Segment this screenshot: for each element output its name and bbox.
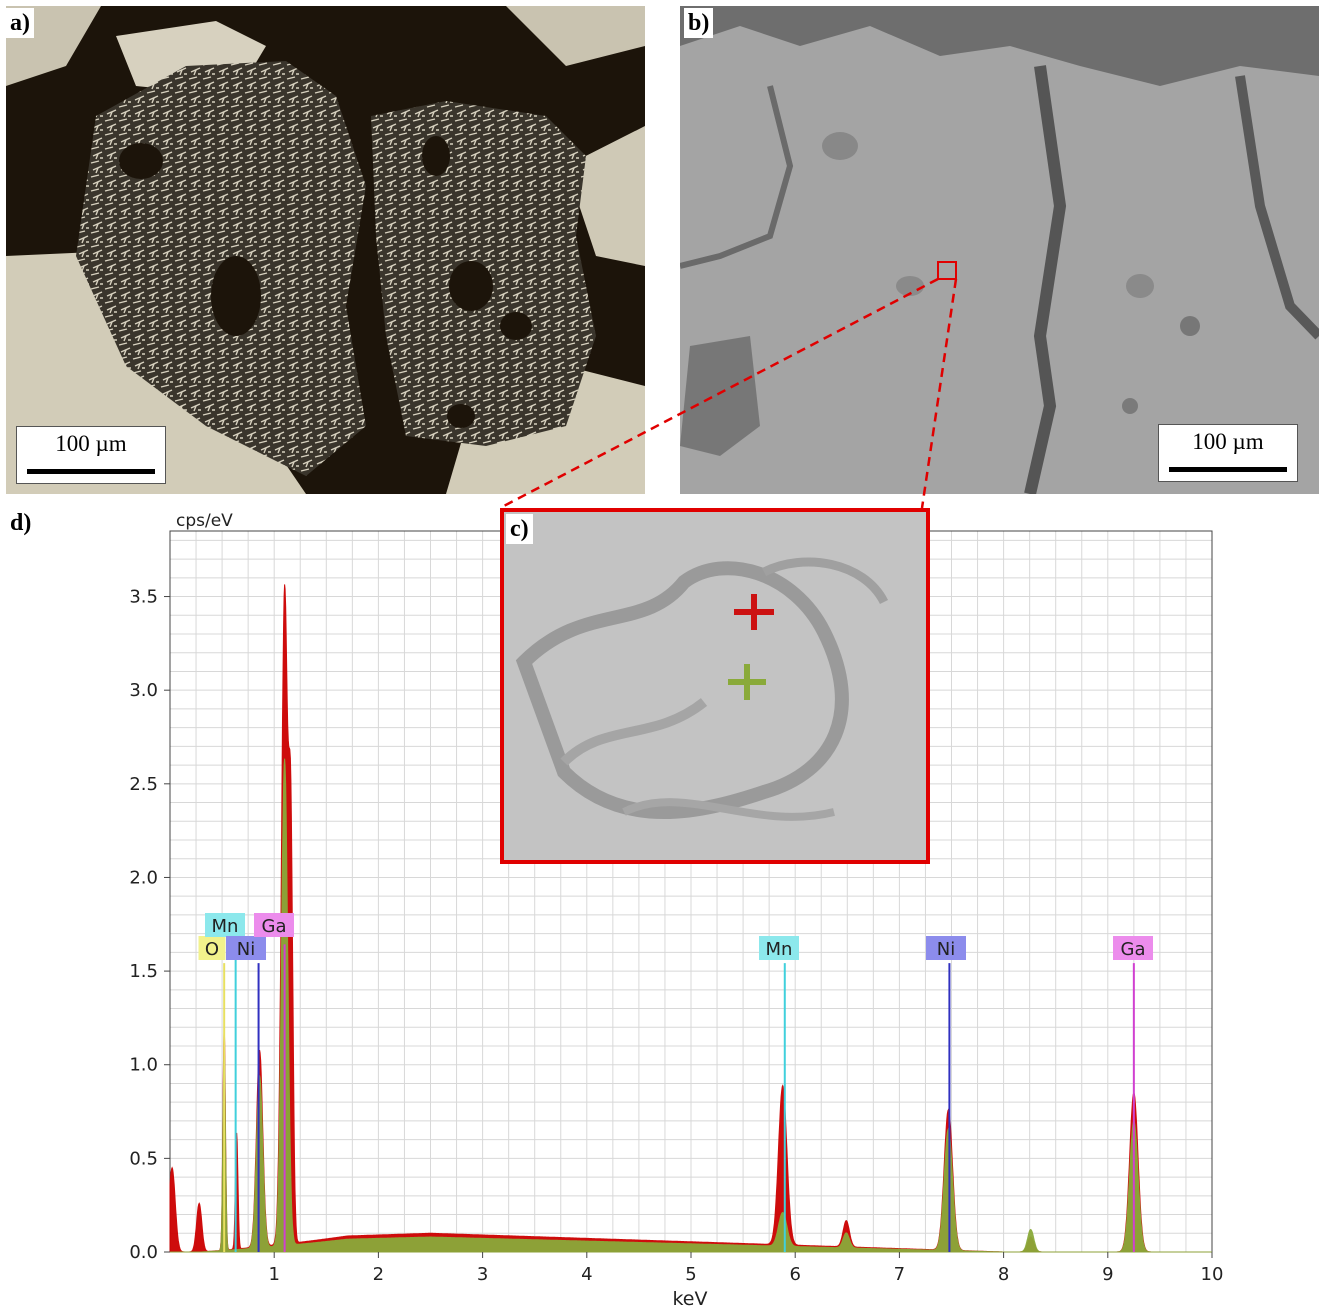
y-tick-label: 1.0 bbox=[129, 1055, 158, 1076]
y-tick-label: 0.0 bbox=[129, 1242, 158, 1263]
x-tick-label: 9 bbox=[1102, 1264, 1113, 1285]
element-label-ga: Ga bbox=[262, 916, 287, 937]
x-tick-label: 10 bbox=[1201, 1264, 1224, 1285]
y-tick-label: 2.0 bbox=[129, 867, 158, 888]
y-tick-label: 0.5 bbox=[129, 1148, 158, 1169]
y-tick-label: 3.0 bbox=[129, 680, 158, 701]
spectrum-series bbox=[169, 584, 1212, 1253]
x-tick-label: 1 bbox=[268, 1264, 279, 1285]
spectrum-spectrum_green bbox=[170, 758, 1212, 1253]
x-axis-ticks: 1 2 3 4 5 6 7 8 9 10 bbox=[268, 1252, 1223, 1285]
panel-label-c: c) bbox=[506, 514, 533, 544]
inset-c-image bbox=[504, 512, 926, 860]
element-label-mn: Mn bbox=[212, 916, 239, 937]
element-label-bg-mn bbox=[205, 913, 245, 937]
x-axis-label: keV bbox=[672, 1288, 707, 1309]
marker-red-cross bbox=[734, 594, 774, 630]
x-tick-label: 8 bbox=[998, 1264, 1009, 1285]
element-label-bg-ga bbox=[1113, 936, 1153, 960]
element-label-bg-ni bbox=[226, 936, 266, 960]
element-label-ga: Ga bbox=[1121, 939, 1146, 960]
panel-label-b: b) bbox=[684, 8, 714, 38]
y-tick-label: 2.5 bbox=[129, 774, 158, 795]
x-tick-label: 4 bbox=[581, 1264, 592, 1285]
panel-label-d: d) bbox=[6, 508, 36, 538]
y-axis-ticks: 0.0 0.5 1.0 1.5 2.0 2.5 3.0 3.5 bbox=[129, 587, 170, 1263]
scale-bar-b: 100 µm bbox=[1158, 424, 1298, 482]
x-tick-label: 3 bbox=[477, 1264, 488, 1285]
element-label-bg-o bbox=[198, 936, 226, 960]
panel-label-a: a) bbox=[6, 8, 34, 38]
scale-bar-text: 100 µm bbox=[55, 431, 127, 456]
x-tick-label: 7 bbox=[894, 1264, 905, 1285]
scale-bar-a: 100 µm bbox=[16, 426, 166, 484]
scale-bar-line bbox=[27, 469, 155, 474]
marker-green-cross bbox=[728, 664, 766, 700]
inset-c bbox=[500, 508, 930, 864]
element-lines bbox=[223, 944, 1135, 1252]
x-tick-label: 2 bbox=[373, 1264, 384, 1285]
element-label-ni: Ni bbox=[937, 939, 955, 960]
y-tick-label: 3.5 bbox=[129, 587, 158, 608]
x-tick-label: 6 bbox=[789, 1264, 800, 1285]
y-tick-label: 1.5 bbox=[129, 961, 158, 982]
element-label-o: O bbox=[205, 939, 219, 960]
scale-bar-line bbox=[1169, 467, 1287, 472]
element-label-bg-ni bbox=[926, 936, 966, 960]
x-tick-label: 5 bbox=[685, 1264, 696, 1285]
element-label-mn: Mn bbox=[766, 939, 793, 960]
element-label-bg-mn bbox=[759, 936, 799, 960]
element-label-bg-ga bbox=[254, 913, 294, 937]
element-label-ni: Ni bbox=[237, 939, 255, 960]
y-axis-label: cps/eV bbox=[176, 511, 233, 531]
scale-bar-text: 100 µm bbox=[1192, 429, 1264, 454]
